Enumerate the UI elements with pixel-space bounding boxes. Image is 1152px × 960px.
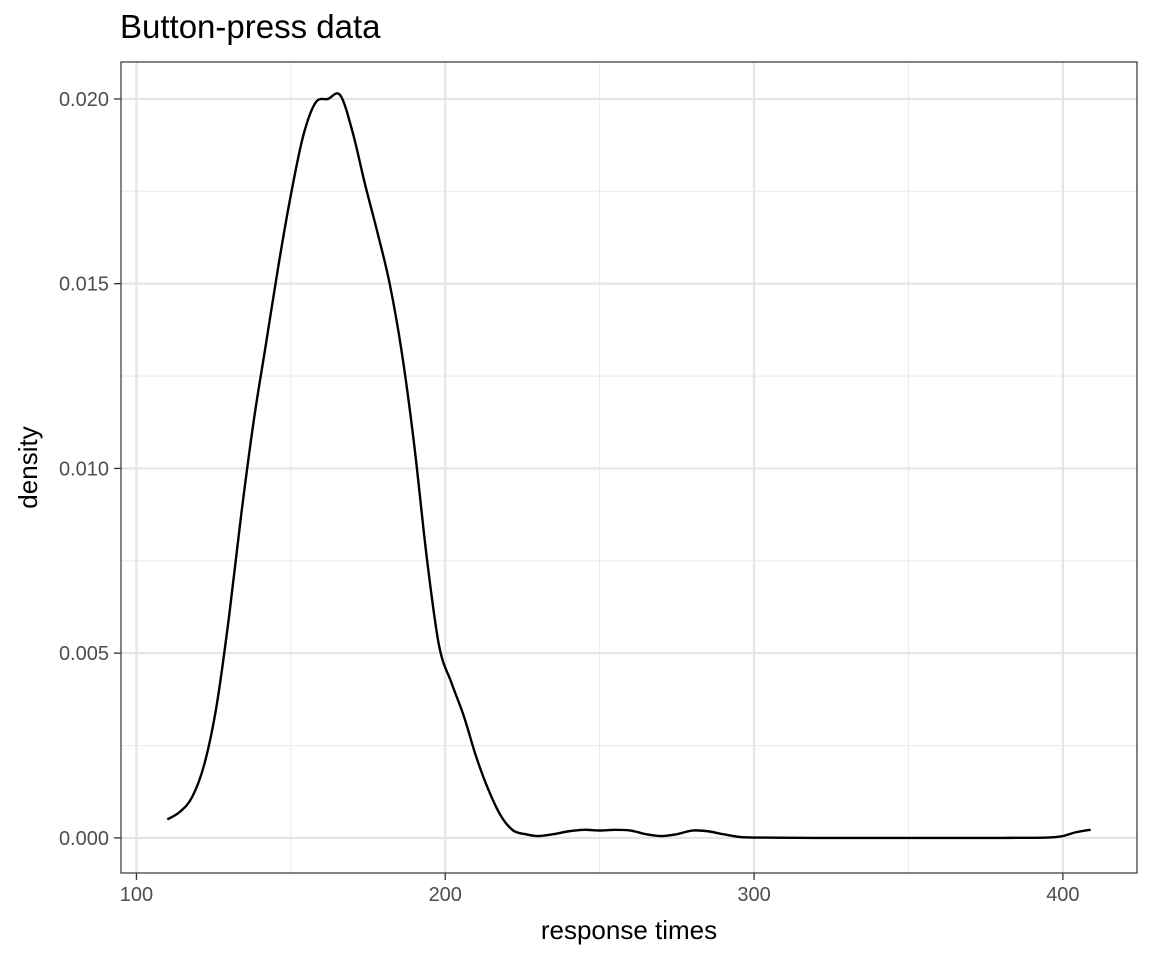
series-lines — [166, 92, 1091, 840]
y-tick-label: 0.020 — [59, 89, 109, 111]
chart-title: Button-press data — [120, 8, 381, 45]
y-tick-label: 0.010 — [59, 458, 109, 480]
panel-border — [120, 61, 1138, 874]
x-tick-label: 100 — [120, 884, 153, 906]
x-axis-title: response times — [541, 915, 717, 945]
grid-lines — [121, 62, 1137, 873]
y-axis-title: density — [13, 426, 43, 508]
y-tick-label: 0.000 — [59, 828, 109, 850]
y-tick-label: 0.005 — [59, 643, 109, 665]
x-tick-label: 400 — [1046, 884, 1079, 906]
y-tick-label: 0.015 — [59, 274, 109, 296]
x-tick-label: 200 — [429, 884, 462, 906]
density-curve — [166, 92, 1091, 840]
x-tick-label: 300 — [737, 884, 770, 906]
axis-ticks: 100 200 300 400 0.000 0.005 0.010 0.015 0.020 — [59, 89, 1080, 906]
